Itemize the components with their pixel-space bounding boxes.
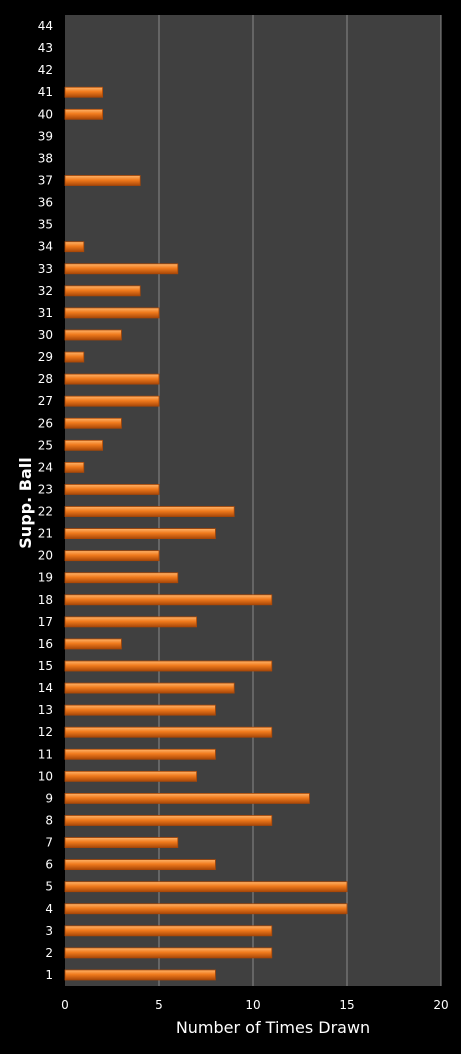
y-tick-label-23: 23 (38, 482, 53, 496)
y-tick-label-40: 40 (38, 107, 53, 121)
bar-41 (64, 86, 103, 98)
x-axis-title: Number of Times Drawn (176, 1018, 370, 1037)
bar-8 (64, 815, 273, 826)
y-tick-label-6: 6 (45, 858, 53, 872)
bar-37 (64, 175, 141, 186)
y-tick-label-32: 32 (38, 284, 53, 298)
y-tick-label-35: 35 (38, 218, 53, 232)
y-tick-label-1: 1 (45, 968, 53, 982)
y-tick-label-37: 37 (38, 174, 53, 188)
y-tick-label-15: 15 (38, 659, 53, 673)
y-tick-label-11: 11 (38, 747, 53, 761)
y-tick-label-9: 9 (45, 791, 53, 805)
y-tick-label-44: 44 (38, 19, 53, 33)
bar-6 (64, 859, 216, 871)
bar-29 (64, 351, 85, 363)
bar-11 (64, 748, 216, 760)
bar-25 (64, 439, 103, 451)
x-tick-labels: 0 5 10 15 20 (61, 998, 448, 1012)
bar-23 (64, 484, 160, 495)
bar-30 (64, 329, 122, 341)
bar-21 (64, 528, 216, 540)
x-tick-label-10: 10 (245, 998, 260, 1012)
bar-20 (64, 550, 160, 562)
bar-3 (64, 925, 273, 937)
bar-33 (64, 263, 179, 275)
y-tick-label-7: 7 (45, 836, 53, 850)
y-tick-label-27: 27 (38, 394, 53, 408)
y-tick-label-43: 43 (38, 41, 53, 55)
y-tick-label-2: 2 (45, 946, 53, 960)
y-tick-label-28: 28 (38, 372, 53, 386)
y-tick-label-42: 42 (38, 63, 53, 77)
y-tick-label-41: 41 (38, 85, 53, 99)
bar-7 (64, 837, 179, 848)
bar-19 (64, 572, 179, 584)
y-tick-label-38: 38 (38, 151, 53, 165)
y-tick-label-30: 30 (38, 328, 53, 342)
bar-27 (64, 395, 160, 407)
y-tick-label-26: 26 (38, 416, 53, 430)
bar-28 (64, 373, 160, 385)
bar-9 (64, 793, 310, 804)
y-axis-title: Supp. Ball (16, 457, 35, 548)
bar-31 (64, 307, 160, 319)
bar-34 (64, 241, 85, 253)
y-tick-label-14: 14 (38, 681, 53, 695)
bar-18 (64, 594, 273, 606)
y-tick-label-17: 17 (38, 615, 53, 629)
y-tick-label-36: 36 (38, 196, 53, 210)
bar-32 (64, 285, 141, 297)
bar-14 (64, 682, 235, 694)
y-tick-label-19: 19 (38, 571, 53, 585)
x-tick-label-0: 0 (61, 998, 69, 1012)
bar-1 (64, 969, 216, 981)
bar-4 (64, 903, 348, 915)
y-tick-labels: 1234567891011121314151617181920212223242… (38, 19, 53, 982)
y-tick-label-12: 12 (38, 725, 53, 739)
bar-26 (64, 417, 122, 429)
y-tick-label-22: 22 (38, 505, 53, 519)
y-tick-label-5: 5 (45, 880, 53, 894)
x-tick-label-5: 5 (155, 998, 163, 1012)
y-tick-label-39: 39 (38, 129, 53, 143)
y-tick-label-10: 10 (38, 769, 53, 783)
bar-22 (64, 506, 235, 517)
y-tick-label-34: 34 (38, 240, 53, 254)
bar-17 (64, 616, 198, 628)
bars (64, 86, 348, 981)
x-tick-label-20: 20 (433, 998, 448, 1012)
y-tick-label-25: 25 (38, 438, 53, 452)
y-tick-label-16: 16 (38, 637, 53, 651)
y-tick-label-8: 8 (45, 813, 53, 827)
y-tick-label-3: 3 (45, 924, 53, 938)
y-tick-label-13: 13 (38, 703, 53, 717)
bar-5 (64, 881, 348, 893)
bar-13 (64, 704, 216, 716)
y-tick-label-4: 4 (45, 902, 53, 916)
bar-40 (64, 108, 103, 120)
bar-12 (64, 726, 273, 738)
bar-16 (64, 638, 122, 650)
y-tick-label-29: 29 (38, 350, 53, 364)
y-tick-label-24: 24 (38, 460, 53, 474)
bar-10 (64, 770, 198, 782)
bar-24 (64, 461, 85, 473)
y-tick-label-33: 33 (38, 262, 53, 276)
y-tick-label-21: 21 (38, 527, 53, 541)
x-tick-label-15: 15 (339, 998, 354, 1012)
bar-2 (64, 947, 273, 959)
y-tick-label-18: 18 (38, 593, 53, 607)
y-tick-label-31: 31 (38, 306, 53, 320)
y-tick-label-20: 20 (38, 549, 53, 563)
bar-15 (64, 660, 273, 672)
